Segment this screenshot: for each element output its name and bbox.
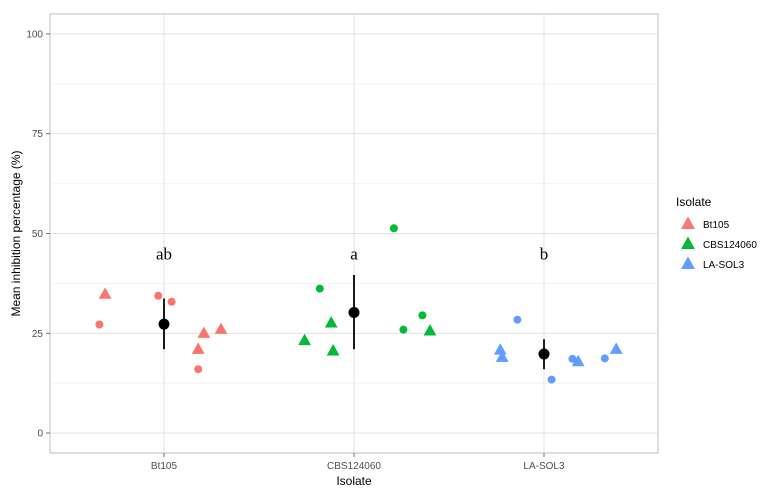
summary-stats: ab a b xyxy=(156,244,550,370)
point-circle-bt105 xyxy=(154,291,163,300)
data-points xyxy=(95,224,623,384)
legend-title: Isolate xyxy=(676,195,712,209)
legend-label: LA-SOL3 xyxy=(703,260,745,271)
y-tick-label: 0 xyxy=(37,429,43,440)
point-triangle-cbs124060 xyxy=(423,324,437,336)
y-tick-label: 50 xyxy=(32,229,44,240)
y-tick-label: 25 xyxy=(32,329,44,340)
x-axis-title: Isolate xyxy=(336,474,372,488)
point-circle-cbs124060 xyxy=(315,284,324,293)
point-circle-la-sol3 xyxy=(568,354,577,363)
point-circle-bt105 xyxy=(167,297,176,306)
x-axis: Bt105 CBS124060 LA-SOL3 xyxy=(151,453,565,472)
legend-key-bt105 xyxy=(681,216,695,230)
point-triangle-cbs124060 xyxy=(326,344,340,356)
point-triangle-la-sol3 xyxy=(495,350,509,362)
point-circle-la-sol3 xyxy=(600,354,609,363)
y-tick-label: 100 xyxy=(26,29,43,40)
significance-letter: a xyxy=(350,244,358,263)
significance-letter: ab xyxy=(156,244,172,263)
legend-label: CBS124060 xyxy=(703,240,757,251)
x-tick-label: CBS124060 xyxy=(327,461,381,472)
x-tick-label: LA-SOL3 xyxy=(523,461,565,472)
point-triangle-cbs124060 xyxy=(324,316,338,328)
point-circle-cbs124060 xyxy=(399,325,408,334)
point-triangle-la-sol3 xyxy=(571,354,585,367)
x-tick-label: Bt105 xyxy=(151,461,178,472)
point-triangle-bt105 xyxy=(197,326,211,338)
legend-key-cbs124060 xyxy=(681,236,695,250)
legend-key-la-sol3 xyxy=(681,256,695,270)
point-triangle-la-sol3 xyxy=(609,342,623,354)
y-axis: 0 25 50 75 100 xyxy=(26,29,50,440)
point-triangle-la-sol3 xyxy=(493,343,507,355)
point-circle-cbs124060 xyxy=(418,311,427,320)
point-circle-bt105 xyxy=(95,320,104,329)
point-circle-la-sol3 xyxy=(513,315,522,324)
y-tick-label: 75 xyxy=(32,129,44,140)
legend: Isolate Bt105 CBS124060 LA-SOL3 xyxy=(676,195,757,271)
point-triangle-bt105 xyxy=(214,322,228,334)
y-axis-title: Mean inhibition percentage (%) xyxy=(9,150,23,316)
point-triangle-cbs124060 xyxy=(298,333,311,346)
point-circle-bt105 xyxy=(194,365,203,374)
significance-letter: b xyxy=(540,244,549,263)
mean-point xyxy=(158,318,170,330)
legend-label: Bt105 xyxy=(703,220,730,231)
mean-point xyxy=(348,307,360,319)
point-triangle-bt105 xyxy=(191,342,205,354)
mean-point xyxy=(538,348,550,360)
point-triangle-bt105 xyxy=(98,287,112,299)
point-circle-la-sol3 xyxy=(547,375,556,384)
point-circle-cbs124060 xyxy=(389,224,398,233)
